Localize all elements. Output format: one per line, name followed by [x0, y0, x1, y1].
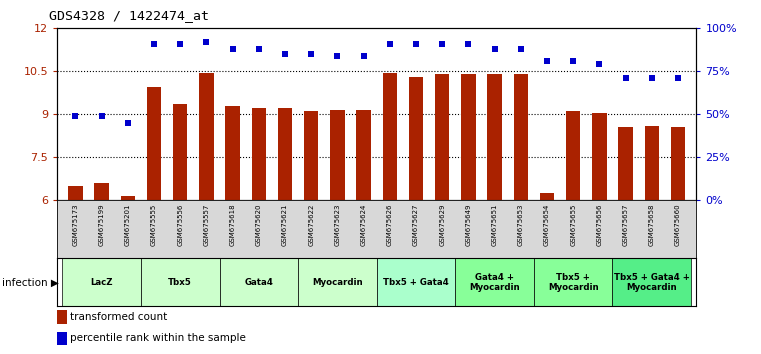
Text: GSM675649: GSM675649: [466, 204, 471, 246]
Bar: [120, 196, 135, 200]
Text: GSM675627: GSM675627: [413, 204, 419, 246]
Text: GSM675658: GSM675658: [649, 204, 654, 246]
Text: Gata4: Gata4: [244, 278, 273, 287]
Bar: [670, 127, 685, 200]
Point: [227, 46, 239, 52]
Text: percentile rank within the sample: percentile rank within the sample: [70, 333, 246, 343]
Text: Tbx5 +
Myocardin: Tbx5 + Myocardin: [548, 273, 598, 292]
Bar: [613, 258, 691, 306]
Text: Tbx5 + Gata4: Tbx5 + Gata4: [383, 278, 449, 287]
Point: [384, 41, 396, 47]
Bar: [356, 110, 371, 200]
Point: [514, 46, 527, 52]
Bar: [540, 193, 554, 200]
Point: [96, 113, 108, 119]
Text: GSM675623: GSM675623: [334, 204, 340, 246]
Text: GSM675618: GSM675618: [230, 204, 236, 246]
Point: [253, 46, 265, 52]
Bar: [330, 110, 345, 200]
Text: GSM675655: GSM675655: [570, 204, 576, 246]
Point: [489, 46, 501, 52]
Text: GSM675626: GSM675626: [387, 204, 393, 246]
Bar: [514, 74, 528, 200]
Text: transformed count: transformed count: [70, 312, 167, 322]
Point: [410, 41, 422, 47]
Point: [619, 75, 632, 81]
Point: [436, 41, 448, 47]
Bar: [304, 111, 318, 200]
Text: GSM675620: GSM675620: [256, 204, 262, 246]
Bar: [566, 111, 581, 200]
Bar: [252, 108, 266, 200]
Bar: [645, 126, 659, 200]
Text: Tbx5 + Gata4 +
Myocardin: Tbx5 + Gata4 + Myocardin: [614, 273, 689, 292]
Bar: [409, 77, 423, 200]
Point: [358, 53, 370, 59]
Bar: [534, 258, 613, 306]
Bar: [94, 183, 109, 200]
Text: infection ▶: infection ▶: [2, 277, 59, 287]
Point: [122, 120, 134, 126]
Point: [594, 62, 606, 67]
Text: Myocardin: Myocardin: [312, 278, 363, 287]
Text: GSM675622: GSM675622: [308, 204, 314, 246]
Text: LacZ: LacZ: [91, 278, 113, 287]
Bar: [225, 105, 240, 200]
Text: GSM675557: GSM675557: [203, 204, 209, 246]
Text: Tbx5: Tbx5: [168, 278, 192, 287]
Bar: [383, 73, 397, 200]
Text: GSM675660: GSM675660: [675, 204, 681, 246]
Bar: [68, 186, 83, 200]
Bar: [435, 74, 450, 200]
Text: GSM675629: GSM675629: [439, 204, 445, 246]
Point: [69, 113, 81, 119]
Point: [174, 41, 186, 47]
Bar: [173, 104, 187, 200]
Text: GSM675201: GSM675201: [125, 204, 131, 246]
Point: [462, 41, 474, 47]
Text: GSM675654: GSM675654: [544, 204, 550, 246]
Point: [279, 51, 291, 57]
Bar: [592, 113, 607, 200]
Point: [541, 58, 553, 64]
Point: [200, 39, 212, 45]
Bar: [141, 258, 219, 306]
Point: [148, 41, 160, 47]
Bar: [147, 87, 161, 200]
Bar: [278, 108, 292, 200]
Text: GSM675621: GSM675621: [282, 204, 288, 246]
Bar: [298, 258, 377, 306]
Point: [331, 53, 343, 59]
Bar: [455, 258, 534, 306]
Text: GSM675173: GSM675173: [72, 204, 78, 246]
Bar: [377, 258, 455, 306]
Bar: [487, 74, 501, 200]
Bar: [619, 127, 633, 200]
Text: Gata4 +
Myocardin: Gata4 + Myocardin: [470, 273, 520, 292]
Point: [672, 75, 684, 81]
Text: GSM675657: GSM675657: [622, 204, 629, 246]
Text: GSM675653: GSM675653: [517, 204, 524, 246]
Bar: [199, 73, 214, 200]
Point: [645, 75, 658, 81]
Text: GSM675651: GSM675651: [492, 204, 498, 246]
Text: GSM675556: GSM675556: [177, 204, 183, 246]
Text: GSM675199: GSM675199: [99, 204, 104, 246]
Point: [567, 58, 579, 64]
Text: GSM675555: GSM675555: [151, 204, 157, 246]
Text: GSM675656: GSM675656: [597, 204, 603, 246]
Bar: [219, 258, 298, 306]
Bar: [62, 258, 141, 306]
Text: GSM675624: GSM675624: [361, 204, 367, 246]
Point: [305, 51, 317, 57]
Text: GDS4328 / 1422474_at: GDS4328 / 1422474_at: [49, 9, 209, 22]
Bar: [461, 74, 476, 200]
